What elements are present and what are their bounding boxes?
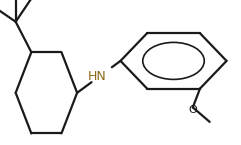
Text: O: O	[188, 105, 197, 115]
Text: HN: HN	[87, 70, 106, 83]
